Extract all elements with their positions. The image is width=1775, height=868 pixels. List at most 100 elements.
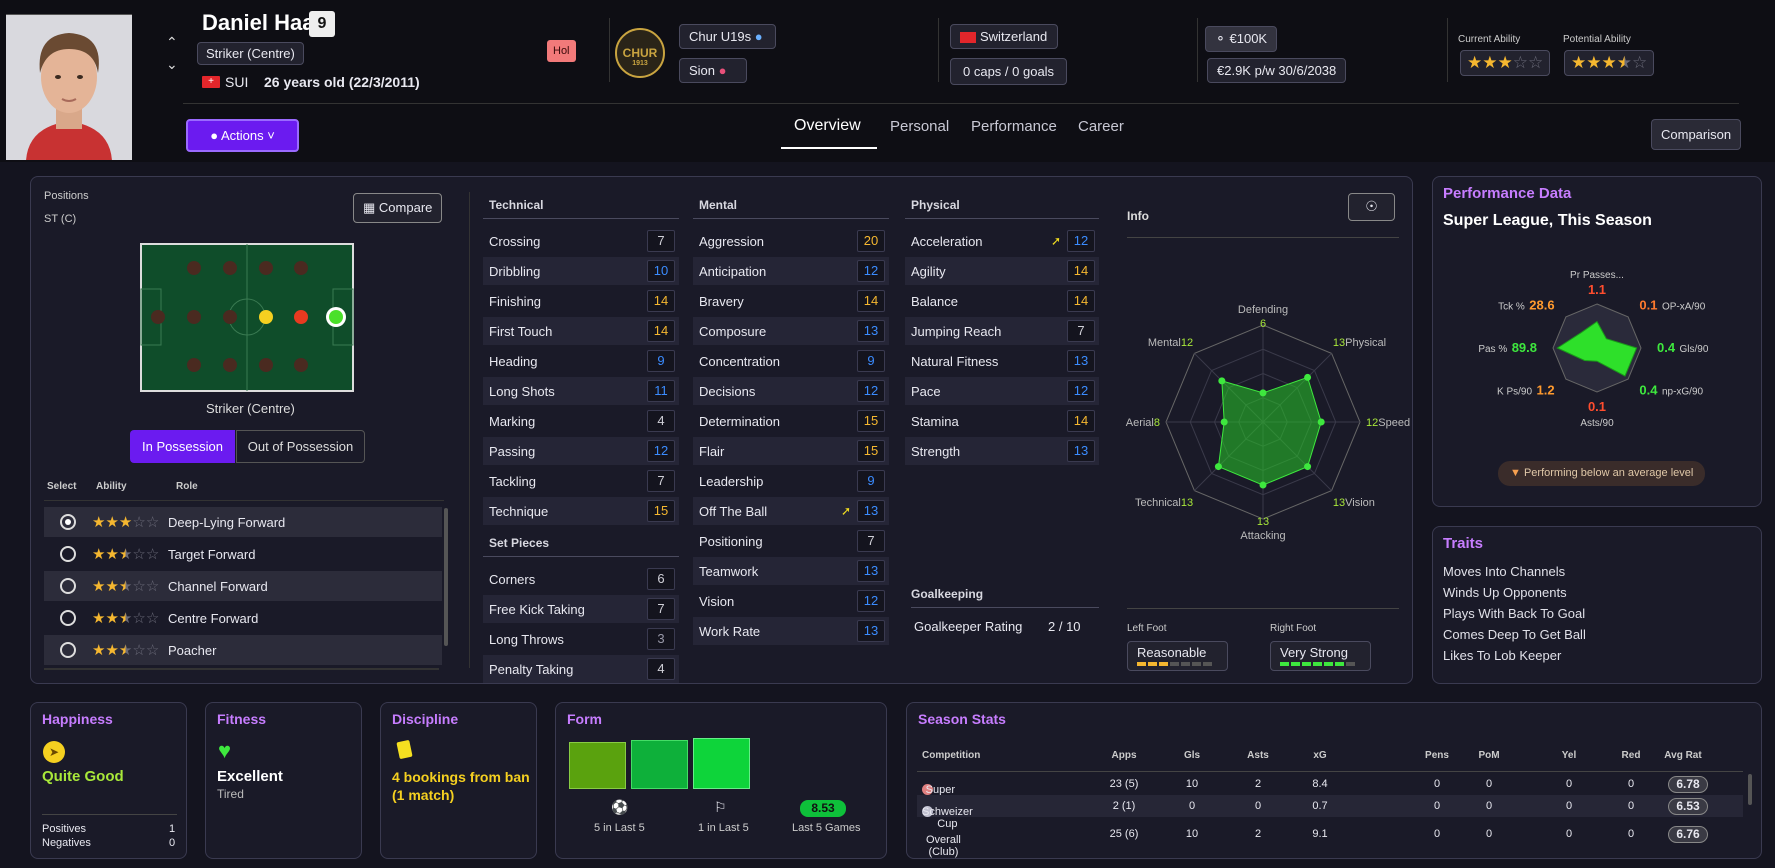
star-icon: ★	[118, 514, 133, 531]
season-cell: 0	[1485, 778, 1493, 790]
attribute-row[interactable]: Composure 13	[693, 317, 889, 345]
attribute-row[interactable]: Crossing 7	[483, 227, 679, 255]
radio-button[interactable]	[60, 642, 76, 658]
attribute-row[interactable]: Corners 6	[483, 565, 679, 593]
info-toggle-button[interactable]: ☉	[1348, 193, 1395, 221]
radio-button[interactable]	[60, 578, 76, 594]
attribute-name: First Touch	[489, 323, 553, 339]
role-row[interactable]: ★★★☆☆ Poacher	[44, 635, 442, 665]
attribute-row[interactable]: Leadership 9	[693, 467, 889, 495]
role-name: Channel Forward	[168, 578, 268, 594]
season-scrollbar[interactable]	[1748, 774, 1752, 805]
competition-name: Overall (Club)	[926, 834, 961, 858]
star-icon: ★	[1586, 53, 1602, 72]
attribute-row[interactable]: Positioning 7	[693, 527, 889, 555]
tab-personal[interactable]: Personal	[890, 118, 950, 135]
attribute-row[interactable]: Technique 15	[483, 497, 679, 525]
attribute-row[interactable]: Strength 13	[905, 437, 1099, 465]
attribute-row[interactable]: Vision 12	[693, 587, 889, 615]
attribute-row[interactable]: Free Kick Taking 7	[483, 595, 679, 623]
season-cell: 0	[1254, 800, 1262, 812]
attribute-row[interactable]: Balance 14	[905, 287, 1099, 315]
role-row[interactable]: ★★★☆☆ Channel Forward	[44, 571, 442, 601]
role-row[interactable]: ★★★☆☆ Deep-Lying Forward	[44, 507, 442, 537]
role-row[interactable]: ★★★☆☆ Target Forward	[44, 539, 442, 569]
attribute-row[interactable]: Jumping Reach 7	[905, 317, 1099, 345]
attribute-row[interactable]: Anticipation 12	[693, 257, 889, 285]
attribute-row[interactable]: Pace 12	[905, 377, 1099, 405]
radio-button[interactable]	[60, 514, 76, 530]
season-cell: 2 (1)	[1112, 800, 1136, 812]
status-tag[interactable]: Hol	[547, 40, 576, 62]
loan-club-link[interactable]: Sion ●	[679, 58, 747, 83]
actions-button[interactable]: ● Actions ˅	[186, 119, 299, 152]
foot-meter-segment	[1192, 662, 1201, 666]
left-foot-value: Reasonable	[1127, 641, 1228, 671]
attribute-row[interactable]: Off The Ball ➚ 13	[693, 497, 889, 525]
traits-panel	[1432, 526, 1762, 684]
team-link[interactable]: Chur U19s ●	[679, 24, 776, 49]
right-foot-text: Very Strong	[1280, 645, 1348, 660]
discipline-status: 4 bookings from ban (1 match)	[392, 769, 530, 803]
attribute-row[interactable]: Tackling 7	[483, 467, 679, 495]
role-row[interactable]: ★★★☆☆ Centre Forward	[44, 603, 442, 633]
season-cell: 2	[1254, 778, 1262, 790]
next-player-button[interactable]: ⌄	[166, 56, 178, 72]
attribute-row[interactable]: Stamina 14	[905, 407, 1099, 435]
attribute-row[interactable]: Teamwork 13	[693, 557, 889, 585]
attribute-row[interactable]: Flair 15	[693, 437, 889, 465]
left-foot-text: Reasonable	[1137, 645, 1207, 660]
prev-player-button[interactable]: ⌃	[166, 34, 178, 50]
attribute-row[interactable]: Penalty Taking 4	[483, 655, 679, 683]
attribute-row[interactable]: Bravery 14	[693, 287, 889, 315]
radar-label: 13Physical	[1333, 337, 1386, 349]
positions-title: Positions	[44, 190, 89, 202]
empty-star-icon: ☆	[145, 514, 160, 531]
divider	[609, 18, 610, 82]
attribute-row[interactable]: Passing 12	[483, 437, 679, 465]
attribute-row[interactable]: Long Throws 3	[483, 625, 679, 653]
left-foot-label: Left Foot	[1127, 623, 1167, 634]
nation-link[interactable]: Switzerland	[950, 24, 1058, 49]
competition-icon	[922, 784, 933, 795]
attribute-row[interactable]: Agility 14	[905, 257, 1099, 285]
compare-button[interactable]: ▦ Compare	[353, 193, 443, 223]
radio-button[interactable]	[60, 546, 76, 562]
attribute-row[interactable]: Decisions 12	[693, 377, 889, 405]
perf-metric-label: Asts/90	[1580, 418, 1614, 429]
season-header-cell: xG	[1313, 749, 1327, 761]
tab-overview[interactable]: Overview	[794, 117, 861, 134]
attribute-row[interactable]: Determination 15	[693, 407, 889, 435]
attribute-row[interactable]: Finishing 14	[483, 287, 679, 315]
radio-button[interactable]	[60, 610, 76, 626]
attribute-row[interactable]: Long Shots 11	[483, 377, 679, 405]
attribute-row[interactable]: Aggression 20	[693, 227, 889, 255]
divider	[1197, 18, 1198, 82]
right-foot-meter	[1280, 662, 1361, 666]
nation-code: SUI	[225, 74, 249, 90]
goalkeeping-title: Goalkeeping	[911, 587, 1099, 608]
attribute-row[interactable]: Natural Fitness 13	[905, 347, 1099, 375]
season-row[interactable]: Overall (Club) 25 (6) 10 2 9.1 0 0 0 0 6.76	[917, 823, 1743, 858]
attribute-row[interactable]: Dribbling 10	[483, 257, 679, 285]
role-name: Deep-Lying Forward	[168, 514, 286, 530]
attribute-row[interactable]: Concentration 9	[693, 347, 889, 375]
attribute-row[interactable]: Acceleration ➚ 12	[905, 227, 1099, 255]
tab-performance[interactable]: Performance	[971, 118, 1057, 135]
attribute-row[interactable]: Work Rate 13	[693, 617, 889, 645]
attribute-row[interactable]: Marking 4	[483, 407, 679, 435]
out-possession-tab[interactable]: Out of Possession	[236, 430, 365, 463]
attribute-name: Work Rate	[699, 623, 761, 639]
roles-scrollbar[interactable]	[444, 508, 448, 646]
tab-career[interactable]: Career	[1078, 118, 1124, 135]
attribute-row[interactable]: Heading 9	[483, 347, 679, 375]
half-star-icon: ★	[118, 578, 133, 595]
comparison-button[interactable]: Comparison	[1651, 119, 1742, 150]
in-possession-tab[interactable]: In Possession	[130, 430, 235, 463]
season-row[interactable]: Schweizer Cup 2 (1) 0 0 0.7 0 0 0 0 6.53	[917, 795, 1743, 830]
star-icon: ★	[1467, 53, 1483, 72]
attribute-name: Technique	[489, 503, 549, 519]
roles-header-ability: Ability	[96, 481, 127, 492]
attribute-row[interactable]: First Touch 14	[483, 317, 679, 345]
